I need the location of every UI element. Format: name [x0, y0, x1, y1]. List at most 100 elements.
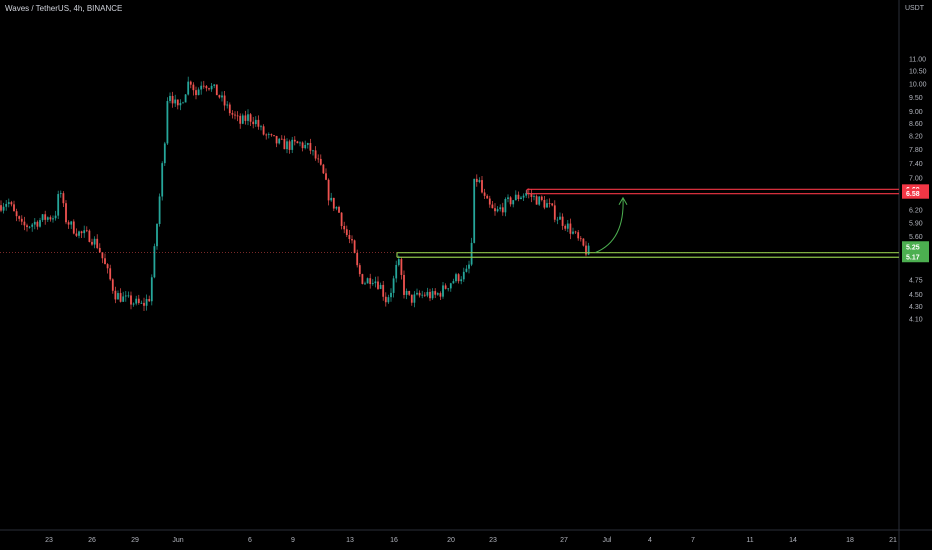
candle-body [75, 233, 78, 236]
candle-body [70, 221, 73, 225]
candle-body [579, 238, 582, 240]
candle-body [522, 195, 525, 198]
candle-body [416, 292, 418, 295]
candle-body [525, 192, 528, 196]
candle-body [577, 232, 580, 239]
candle-body [174, 99, 177, 104]
projection-arrow-head [618, 196, 628, 205]
price-tick-label: 7.00 [909, 175, 923, 182]
candle-body [234, 114, 236, 116]
candle-body [257, 119, 260, 127]
candle-body [262, 126, 265, 135]
price-tick-label: 4.50 [909, 292, 923, 299]
candle-body [244, 115, 247, 121]
candle-body [169, 95, 171, 102]
candle-body [270, 134, 273, 136]
candle-body [358, 265, 361, 275]
candle-body [189, 81, 192, 85]
time-tick-label: 26 [88, 537, 96, 544]
candle-body [249, 114, 252, 122]
candle-body [39, 220, 41, 227]
candle-body [254, 119, 257, 125]
price-tick-label: 8.60 [909, 121, 923, 128]
candle-body [119, 293, 122, 302]
candle-body [553, 205, 556, 220]
time-tick-label: 16 [390, 537, 398, 544]
candle-body [455, 274, 457, 282]
candle-body [317, 158, 320, 160]
candle-body [564, 225, 567, 229]
candle-body [5, 203, 8, 207]
time-tick-label: 18 [846, 537, 854, 544]
candle-body [345, 229, 348, 235]
price-tick-label: 4.30 [909, 304, 923, 311]
candle-body [49, 217, 52, 220]
candle-body [117, 293, 119, 300]
candle-body [436, 293, 439, 295]
price-tick-label: 10.50 [909, 69, 927, 76]
candle-body [314, 150, 317, 159]
candle-body [470, 242, 473, 265]
candle-body [28, 226, 31, 228]
candle-body [210, 85, 213, 90]
candle-body [59, 193, 62, 195]
projection-arrow-curve [594, 197, 624, 254]
candle-body [260, 126, 262, 128]
candle-body [585, 245, 587, 255]
candle-body [200, 85, 203, 90]
candle-body [78, 231, 80, 236]
price-tick-label: 5.60 [909, 234, 923, 241]
candle-body [351, 239, 353, 241]
candle-body [390, 292, 392, 298]
candle-body [418, 292, 421, 296]
time-tick-label: 29 [131, 537, 139, 544]
candle-body [387, 297, 390, 303]
price-tick-label: 8.20 [909, 134, 923, 141]
time-tick-label: 7 [691, 537, 695, 544]
candle-body [379, 284, 382, 289]
candle-body [559, 216, 561, 220]
candle-body [153, 246, 156, 278]
candle-body [213, 84, 216, 86]
price-tick-label: 9.00 [909, 109, 923, 116]
candle-body [496, 209, 499, 212]
time-tick-label: 4 [648, 537, 652, 544]
candle-body [364, 283, 366, 285]
candle-body [283, 138, 286, 150]
candle-body [582, 238, 585, 246]
candle-body [252, 121, 255, 125]
price-tick-label: 9.50 [909, 95, 923, 102]
candle-body [533, 196, 535, 197]
candle-body [429, 291, 431, 299]
candle-body [52, 218, 54, 220]
candle-body [384, 296, 387, 303]
candle-body [124, 295, 127, 297]
candle-body [161, 163, 164, 197]
candle-body [163, 143, 166, 164]
candle-body [299, 142, 301, 144]
candle-body [421, 294, 424, 296]
candle-body [184, 94, 187, 103]
candle-body [218, 95, 221, 98]
candle-body [231, 113, 234, 115]
candle-body [356, 253, 359, 266]
candle-body [91, 241, 93, 245]
candle-body [439, 293, 442, 297]
candle-body [195, 90, 197, 96]
candle-body [208, 88, 210, 90]
time-tick-label: 27 [560, 537, 568, 544]
candle-body [319, 158, 322, 165]
candle-body [483, 192, 486, 196]
symbol-title: Waves / TetherUS, 4h, BINANCE [5, 4, 123, 13]
candle-body [507, 197, 509, 199]
candle-body [140, 302, 143, 304]
candle-body [46, 217, 49, 220]
candle-body [280, 138, 283, 140]
candle-body [57, 194, 60, 216]
price-tick-label: 4.75 [909, 278, 923, 285]
candle-body [132, 303, 135, 305]
candle-body [33, 221, 36, 225]
candle-body [481, 180, 483, 193]
candle-body [353, 240, 356, 254]
